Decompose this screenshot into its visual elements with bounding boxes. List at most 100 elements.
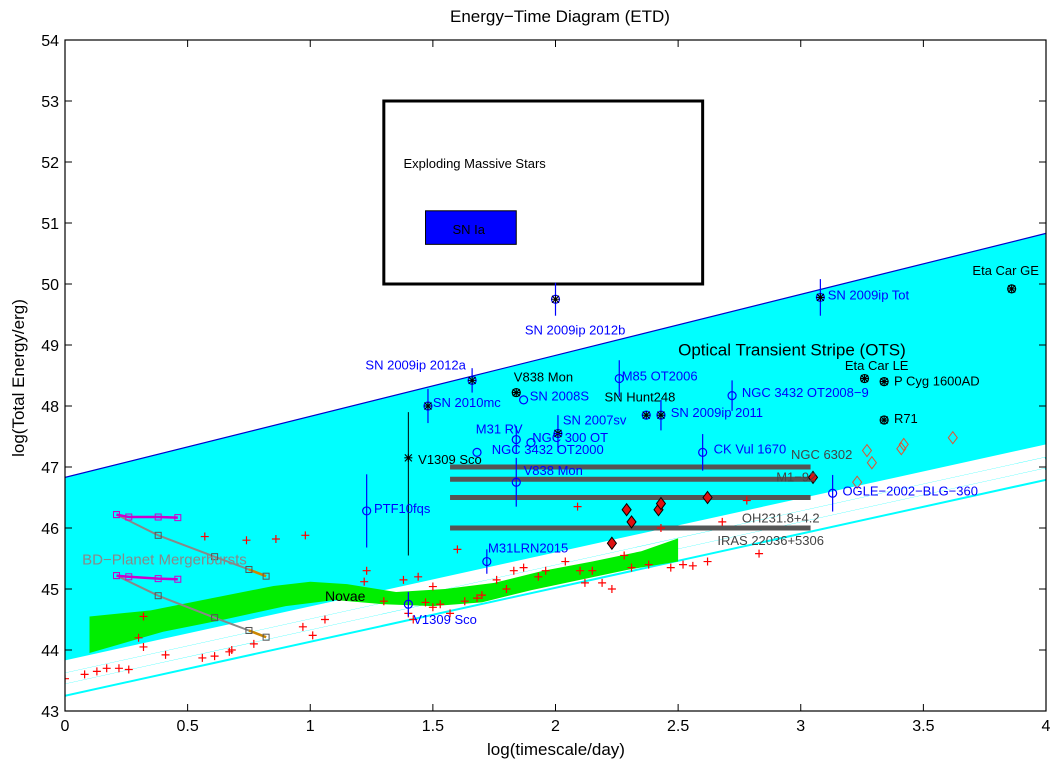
merger-marker	[174, 514, 182, 522]
merger-marker	[154, 513, 162, 521]
red-cross	[161, 650, 170, 659]
red-cross	[446, 609, 455, 618]
red-diamond	[621, 502, 632, 517]
open-diamond	[896, 441, 907, 456]
black-star	[880, 416, 889, 425]
annotation-blue: NGC 300 OT	[532, 430, 608, 445]
red-cross	[114, 664, 123, 673]
red-cross	[644, 560, 653, 569]
red-cross	[139, 612, 148, 621]
red-cross	[666, 563, 675, 572]
novae-label: Novae	[325, 588, 366, 604]
blue-point	[519, 395, 529, 405]
red-cross	[421, 598, 430, 607]
exploding-massive-stars-box	[382, 99, 705, 286]
annotation-blue: OGLE−2002−BLG−360	[842, 484, 978, 499]
x-tick-label: 3.5	[912, 718, 934, 735]
blue-point	[482, 556, 492, 567]
blue-point	[698, 447, 708, 457]
merger-marker	[113, 572, 121, 580]
red-cross	[703, 557, 712, 566]
open-diamond	[852, 475, 863, 490]
y-tick-label: 47	[41, 460, 59, 477]
annotation-blue: CK Vul 1670	[714, 442, 787, 457]
black-star	[512, 388, 521, 397]
annotation-gray: OH231.8+4.2	[742, 511, 820, 526]
annotation-gray: BD−Planet Mergerbursts	[82, 552, 247, 569]
open-diamond	[947, 430, 958, 445]
red-cross	[473, 594, 482, 603]
blue-point	[727, 391, 737, 401]
red-diamond	[606, 536, 618, 551]
red-cross	[428, 603, 437, 612]
red-cross	[541, 566, 550, 575]
red-cross	[210, 652, 219, 661]
red-cross	[620, 551, 629, 560]
red-cross	[320, 615, 329, 624]
x-tick-label: 3	[796, 718, 805, 735]
red-cross	[227, 646, 236, 654]
red-cross	[607, 585, 616, 593]
annotation-blue: SN 2008S	[530, 389, 590, 404]
merger-marker	[262, 633, 270, 641]
merger-marker	[245, 565, 253, 573]
exploding-massive-stars-label: Exploding Massive Stars	[403, 156, 546, 171]
red-cross	[124, 665, 133, 674]
red-cross	[414, 572, 423, 581]
red-cross	[519, 563, 528, 572]
red-cross	[102, 664, 111, 673]
black-star	[1007, 284, 1016, 293]
red-diamond	[655, 496, 667, 511]
x-tick-label: 1	[306, 718, 315, 735]
black-star	[880, 377, 889, 386]
red-cross	[198, 653, 207, 662]
red-cross	[656, 524, 665, 532]
blue-point	[828, 488, 838, 498]
blue-point	[511, 434, 521, 445]
red-cross	[477, 591, 486, 600]
y-tick-label: 46	[41, 521, 59, 538]
red-cross	[492, 575, 501, 584]
annotation-blue: M31 RV	[476, 421, 523, 436]
ots-region	[65, 233, 1046, 661]
open-diamond	[866, 455, 877, 470]
red-cross	[399, 575, 408, 584]
blue-point	[472, 447, 482, 457]
annotation-gray: IRAS 22036+5306	[717, 533, 824, 548]
y-tick-label: 43	[41, 704, 59, 721]
x-tick-label: 1.5	[422, 718, 444, 735]
open-diamond	[898, 437, 909, 452]
annotation-black: V838 Mon	[514, 370, 573, 385]
overlay-star	[816, 293, 825, 302]
red-diamond	[807, 470, 819, 485]
merger-magenta-track	[116, 574, 178, 581]
red-cross	[509, 566, 518, 575]
y-tick-label: 53	[41, 94, 59, 111]
red-cross	[688, 561, 697, 570]
novae-band	[89, 538, 679, 653]
annotation-blue: V838 Mon	[524, 463, 583, 478]
y-tick-label: 45	[41, 582, 59, 599]
blue-point	[511, 477, 521, 487]
overlay-star	[551, 295, 560, 304]
white-stripe	[65, 446, 1046, 674]
cyan-line	[65, 478, 1046, 697]
red-cross	[436, 600, 445, 609]
annotation-blue: SN 2009ip Tot	[828, 287, 910, 302]
y-tick-label: 52	[41, 155, 59, 172]
x-tick-label: 4	[1042, 718, 1051, 735]
overlay-star	[656, 411, 665, 420]
red-cross	[755, 549, 764, 558]
x-tick-label: 0.5	[177, 718, 199, 735]
merger-marker	[174, 575, 182, 583]
merger-marker	[211, 553, 219, 561]
overlay-star	[468, 376, 477, 385]
red-cross	[534, 572, 543, 581]
red-cross	[65, 674, 69, 683]
red-cross	[200, 532, 209, 541]
blue-point	[362, 506, 372, 516]
red-cross	[301, 531, 310, 540]
red-cross	[576, 566, 585, 575]
y-tick-label: 49	[41, 338, 59, 355]
red-cross	[598, 578, 607, 587]
